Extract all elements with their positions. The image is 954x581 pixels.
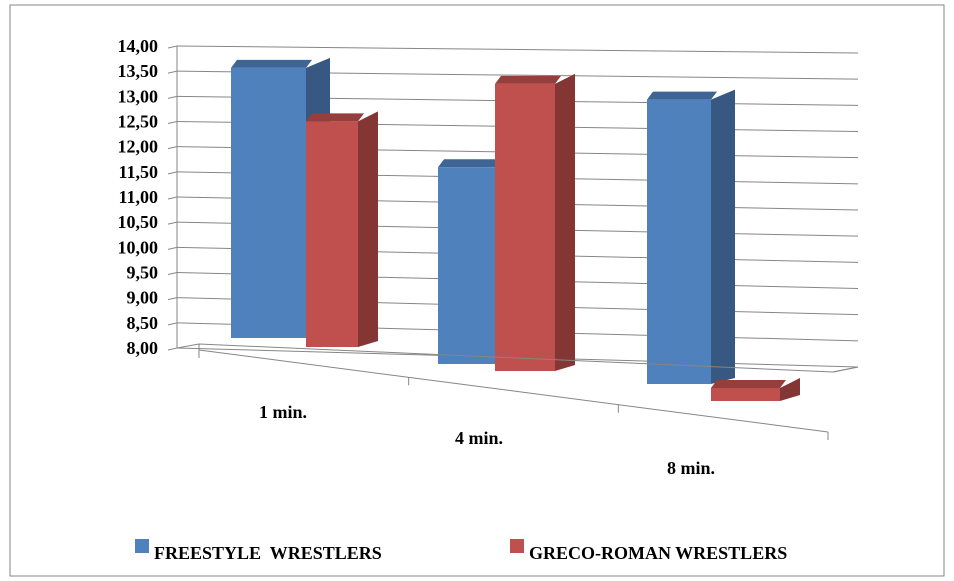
y-tick-label: 12,50 [118,112,159,132]
legend-item: FREESTYLE WRESTLERS [135,539,382,563]
bar [306,111,378,347]
y-tick [167,70,178,74]
y-tick [167,347,178,351]
bar-side [358,111,378,347]
bar [647,89,735,384]
y-tick [167,246,178,250]
bar-top [231,59,312,68]
y-tick [167,95,178,99]
y-tick [167,171,178,175]
legend-swatch [510,539,524,553]
y-tick-label: 9,50 [127,263,159,283]
y-tick [167,221,178,225]
y-tick [167,146,178,150]
y-tick-label: 11,00 [118,187,158,207]
bar-front [231,67,306,338]
y-tick-label: 14,00 [118,36,159,56]
x-axis-line [198,349,829,433]
legend-swatch [135,539,149,553]
bar [711,378,800,401]
x-tick-label: 4 min. [455,428,503,448]
x-tick-label: 8 min. [667,458,715,478]
y-tick-label: 8,50 [127,313,159,333]
y-tick-label: 13,50 [118,61,159,81]
bar-front [495,83,555,371]
legend-item: GRECO-ROMAN WRESTLERS [510,539,787,563]
bar-top [647,91,717,100]
y-tick [167,121,178,124]
y-tick-label: 13,00 [118,86,159,106]
y-tick [167,272,178,275]
bar-side [555,73,575,371]
y-tick-label: 10,50 [118,212,159,232]
legend: FREESTYLE WRESTLERS GRECO-ROMAN WRESTLERS [135,539,787,563]
x-tick-label: 1 min. [259,402,307,422]
y-tick [167,322,178,326]
y-tick-label: 8,00 [127,338,159,358]
bar-top [495,75,561,84]
bar-side [711,89,735,384]
gridline [176,45,859,54]
bar-top [711,380,786,389]
bar-side [780,378,800,401]
y-tick-label: 9,00 [127,288,159,308]
x-axis: 1 min. 4 min. 8 min. [176,343,859,478]
bar-front [647,99,711,384]
y-axis: 8,00 8,50 9,00 9,50 10,00 10,50 11,00 11,50 12,0… [118,36,178,358]
y-tick-label: 11,50 [118,162,158,182]
y-tick [167,45,178,49]
bar-front [711,388,780,401]
y-tick [167,196,178,200]
bar-top [306,113,364,122]
floor-edge [832,366,859,373]
y-tick [167,297,178,301]
legend-label: FREESTYLE WRESTLERS [154,543,382,563]
bar-front [306,121,358,347]
y-tick-label: 10,00 [118,237,159,257]
y-tick-label: 12,00 [118,137,159,157]
legend-label: GRECO-ROMAN WRESTLERS [529,543,787,563]
bar-top [438,159,501,168]
bars [231,57,800,401]
bar-front [438,167,495,364]
bar [495,73,575,371]
